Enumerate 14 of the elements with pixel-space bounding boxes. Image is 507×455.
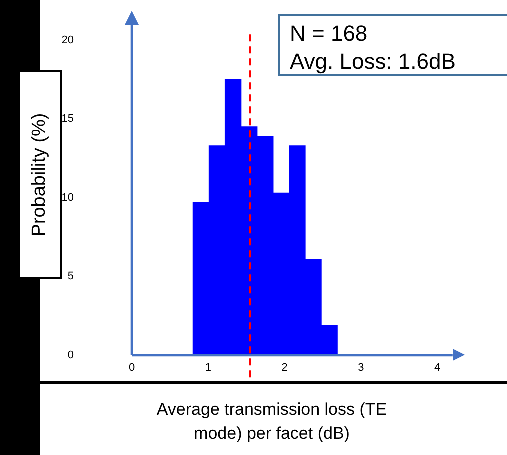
y-tick-label: 5 — [68, 270, 74, 283]
y-tick-label: 0 — [68, 349, 74, 362]
y-tick-label: 20 — [62, 34, 74, 46]
y-axis-title: Probability (%) — [29, 112, 51, 236]
x-tick-label: 0 — [129, 362, 136, 374]
x-tick-label: 4 — [434, 362, 441, 374]
annotation: N = 168 — [290, 20, 369, 48]
y-tick-label: 15 — [62, 113, 74, 126]
x-tick-label: 2 — [282, 362, 288, 374]
x-tick-label: 3 — [358, 362, 364, 374]
x-axis-title: Average transmission loss (TE mode) per facet (dB) — [156, 399, 388, 445]
annotation: Avg. Loss: 1.6dB — [290, 48, 457, 76]
y-tick-label: 10 — [62, 192, 74, 204]
x-tick-label: 1 — [205, 362, 212, 374]
